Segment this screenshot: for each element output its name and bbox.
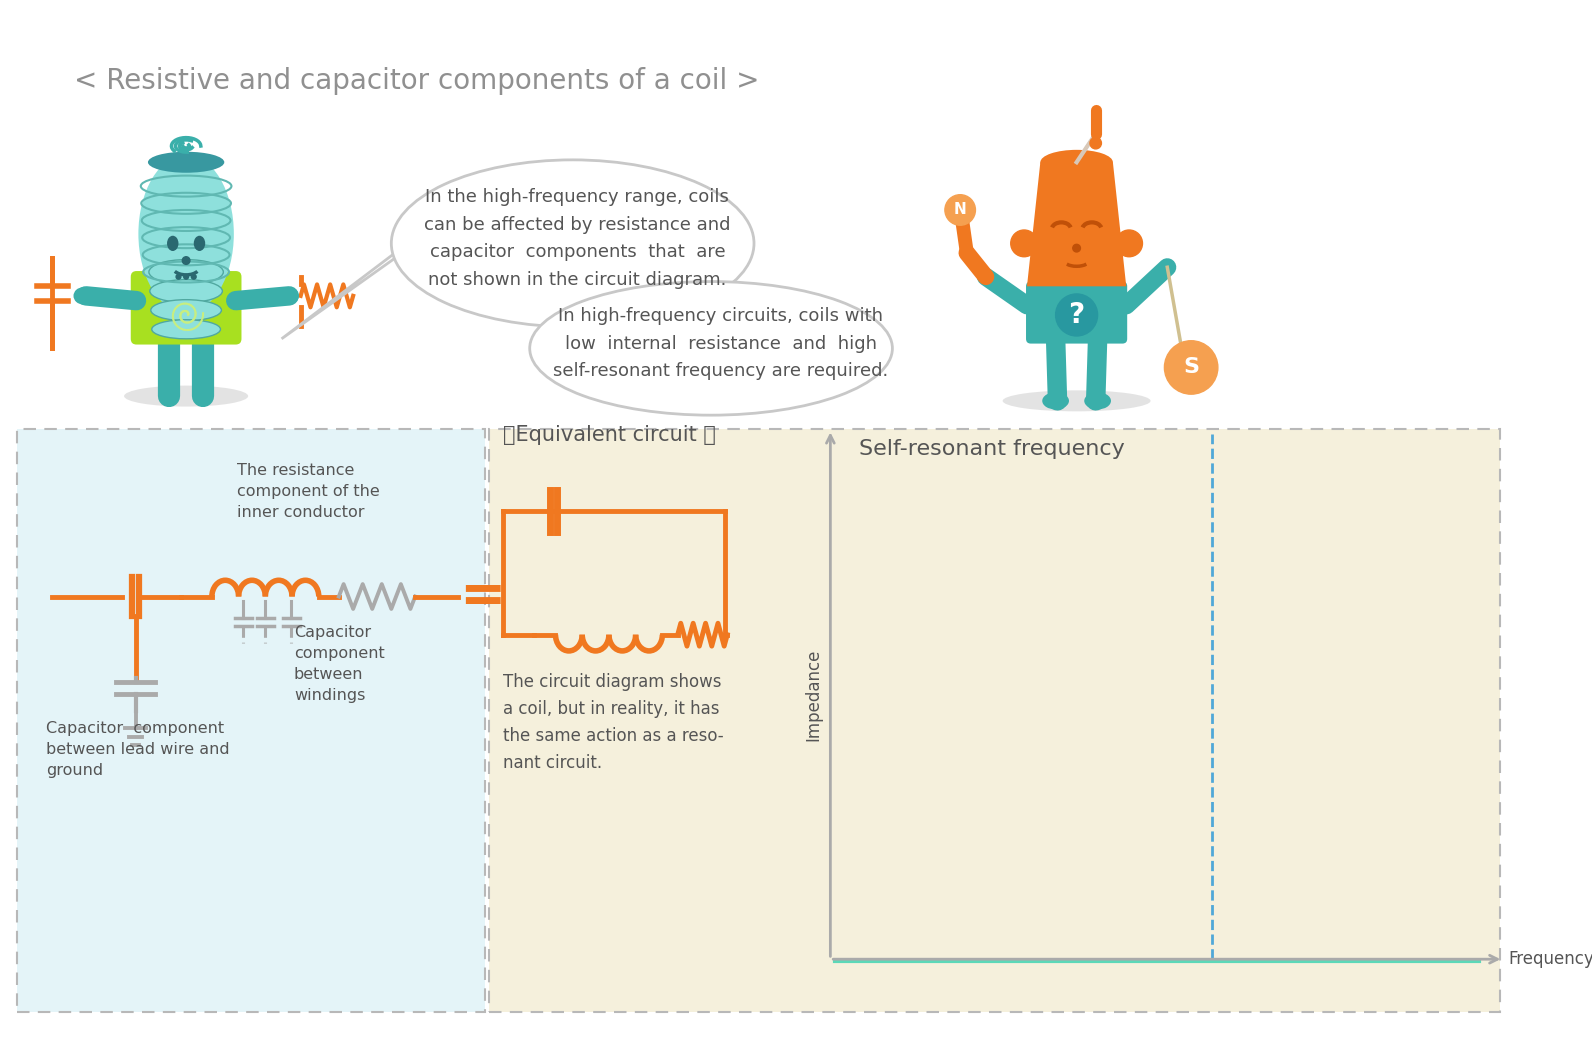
Text: < Resistive and capacitor components of a coil >: < Resistive and capacitor components of …: [75, 67, 759, 95]
Text: Capacitor  component
between lead wire and
ground: Capacitor component between lead wire an…: [46, 720, 229, 778]
Ellipse shape: [150, 260, 223, 285]
Text: The circuit diagram shows
a coil, but in reality, it has
the same action as a re: The circuit diagram shows a coil, but in…: [503, 673, 724, 773]
FancyBboxPatch shape: [489, 429, 1500, 1011]
Circle shape: [1055, 294, 1097, 336]
Ellipse shape: [124, 385, 248, 406]
Circle shape: [1164, 340, 1218, 394]
Text: Impedance: Impedance: [804, 648, 823, 740]
FancyBboxPatch shape: [18, 429, 486, 1011]
Text: The resistance
component of the
inner conductor: The resistance component of the inner co…: [237, 463, 379, 520]
Ellipse shape: [148, 152, 224, 173]
Circle shape: [1011, 230, 1038, 257]
Text: Frequency: Frequency: [1508, 951, 1592, 968]
Text: In high-frequency circuits, coils with
low  internal  resistance  and  high
self: In high-frequency circuits, coils with l…: [552, 307, 888, 380]
FancyBboxPatch shape: [1025, 282, 1127, 343]
Circle shape: [1091, 137, 1102, 149]
Polygon shape: [282, 186, 497, 339]
Ellipse shape: [73, 287, 92, 305]
Text: S: S: [1183, 357, 1199, 378]
Text: ?: ?: [1068, 300, 1084, 329]
Circle shape: [1116, 230, 1143, 257]
Ellipse shape: [151, 319, 220, 339]
Polygon shape: [1027, 162, 1126, 286]
Ellipse shape: [392, 160, 755, 327]
Text: In the high-frequency range, coils
can be affected by resistance and
capacitor  : In the high-frequency range, coils can b…: [423, 187, 731, 289]
Polygon shape: [826, 325, 879, 358]
Text: 《Equivalent circuit 》: 《Equivalent circuit 》: [503, 425, 716, 445]
Text: N: N: [954, 202, 966, 218]
Ellipse shape: [1003, 391, 1151, 411]
Circle shape: [946, 195, 976, 225]
Text: =: =: [458, 570, 505, 624]
Ellipse shape: [139, 155, 234, 313]
Ellipse shape: [194, 236, 205, 251]
Ellipse shape: [1084, 393, 1111, 409]
Circle shape: [177, 274, 181, 280]
Circle shape: [191, 274, 196, 280]
Circle shape: [1073, 244, 1081, 252]
Ellipse shape: [167, 236, 178, 251]
Text: Capacitor
component
between
windings: Capacitor component between windings: [295, 625, 385, 704]
Ellipse shape: [1043, 393, 1068, 409]
FancyBboxPatch shape: [131, 271, 242, 344]
Ellipse shape: [148, 240, 224, 266]
Circle shape: [183, 274, 188, 280]
Circle shape: [183, 257, 189, 265]
Ellipse shape: [530, 282, 893, 416]
Ellipse shape: [151, 299, 221, 320]
Ellipse shape: [1040, 150, 1113, 175]
Ellipse shape: [150, 280, 223, 303]
Ellipse shape: [280, 287, 299, 305]
Text: Self-resonant frequency: Self-resonant frequency: [860, 439, 1124, 459]
